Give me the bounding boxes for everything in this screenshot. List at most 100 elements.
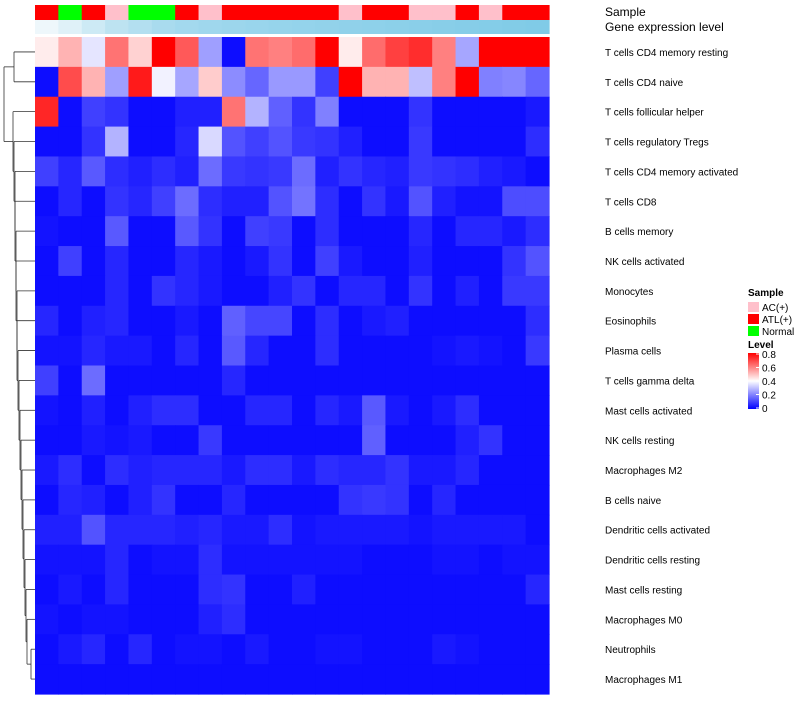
heatmap-cell	[221, 574, 246, 606]
heatmap-cell	[292, 484, 316, 516]
gene-annotation-cell	[221, 20, 246, 34]
heatmap-cell	[315, 335, 340, 367]
heatmap-cell	[432, 216, 457, 247]
heatmap-cell	[385, 37, 410, 68]
heatmap-cell	[315, 66, 340, 98]
heatmap-cell	[502, 574, 527, 606]
heatmap-cell	[221, 96, 246, 128]
heatmap-cell	[362, 455, 387, 486]
heatmap-cell	[268, 186, 293, 217]
sample-annotation-cell	[221, 5, 246, 20]
heatmap-cell	[292, 156, 316, 187]
gene-annotation-cell	[151, 20, 176, 34]
heatmap-cell	[221, 604, 246, 635]
heatmap-cell	[315, 156, 340, 187]
heatmap-cell	[502, 305, 527, 337]
sample-annotation-cell	[315, 5, 340, 20]
heatmap-cell	[408, 305, 433, 337]
heatmap-cell	[105, 66, 130, 98]
heatmap-cell	[502, 634, 527, 665]
heatmap-cell	[105, 604, 130, 635]
heatmap-cell	[105, 634, 130, 665]
heatmap-cell	[525, 604, 550, 635]
heatmap-cell	[362, 216, 387, 247]
heatmap-cell	[198, 216, 223, 247]
heatmap-cell	[408, 246, 433, 277]
heatmap-cell	[175, 246, 200, 277]
heatmap-cell	[362, 484, 387, 516]
heatmap-cell	[338, 634, 363, 665]
heatmap-cell	[58, 484, 83, 516]
sample-annotation-cell	[502, 5, 527, 20]
heatmap-cell	[105, 216, 130, 247]
heatmap-cell	[315, 305, 340, 337]
heatmap-cell	[525, 634, 550, 665]
heatmap-cell	[268, 365, 293, 396]
heatmap-cell	[81, 37, 106, 68]
legend-label: ATL(+)	[762, 315, 792, 326]
heatmap-cell	[525, 66, 550, 98]
heatmap-cell	[245, 186, 270, 217]
heatmap-cell	[35, 126, 59, 158]
heatmap-cell	[292, 604, 316, 635]
heatmap-cell	[455, 604, 480, 635]
heatmap-cell	[175, 484, 200, 516]
heatmap-cell	[128, 335, 153, 367]
heatmap-cell	[338, 335, 363, 367]
heatmap-cell	[198, 275, 223, 307]
heatmap-cell	[128, 395, 153, 426]
row-label: Macrophages M1	[605, 675, 683, 686]
heatmap-cell	[35, 634, 59, 665]
heatmap-cell	[292, 544, 316, 576]
heatmap-cell	[292, 96, 316, 128]
row-label: Mast cells resting	[605, 586, 682, 597]
heatmap-cell	[198, 305, 223, 337]
heatmap-cell	[455, 186, 480, 217]
gene-annotation-cell	[432, 20, 457, 34]
heatmap-cell	[198, 425, 223, 456]
heatmap-cell	[432, 574, 457, 606]
heatmap-cell	[35, 574, 59, 606]
legend-label: Normal	[762, 327, 794, 338]
heatmap-cell	[408, 186, 433, 217]
heatmap-cell	[455, 96, 480, 128]
heatmap-cell	[478, 275, 503, 307]
heatmap-cell	[432, 365, 457, 396]
heatmap-cell	[128, 305, 153, 337]
heatmap-cell	[478, 365, 503, 396]
heatmap-cell	[455, 395, 480, 426]
heatmap-cell	[455, 156, 480, 187]
heatmap-cell	[502, 544, 527, 576]
heatmap-cell	[292, 514, 316, 546]
heatmap-cell	[455, 544, 480, 576]
heatmap-cell	[385, 246, 410, 277]
heatmap-cell	[432, 305, 457, 337]
heatmap-cell	[58, 544, 83, 576]
heatmap-cell	[362, 604, 387, 635]
heatmap-cell	[315, 544, 340, 576]
heatmap-cell	[478, 574, 503, 606]
heatmap-cell	[35, 186, 59, 217]
heatmap-cell	[455, 574, 480, 606]
heatmap-cell	[245, 634, 270, 665]
heatmap-cell	[81, 156, 106, 187]
heatmap-cell	[315, 96, 340, 128]
heatmap-cell	[245, 37, 270, 68]
heatmap-cell	[105, 275, 130, 307]
heatmap-cell	[362, 37, 387, 68]
gene-annotation-cell	[525, 20, 550, 34]
heatmap-cell	[338, 395, 363, 426]
legend-level-colorbar	[748, 353, 759, 409]
heatmap-cell	[58, 574, 83, 606]
heatmap-cell	[128, 425, 153, 456]
heatmap-cell	[292, 634, 316, 665]
gene-annotation-cell	[385, 20, 410, 34]
heatmap-cell	[408, 365, 433, 396]
heatmap-cell	[478, 156, 503, 187]
heatmap-cell	[268, 275, 293, 307]
heatmap-cell	[175, 335, 200, 367]
heatmap-cell	[175, 395, 200, 426]
heatmap-cell	[455, 246, 480, 277]
heatmap-cell	[128, 37, 153, 68]
